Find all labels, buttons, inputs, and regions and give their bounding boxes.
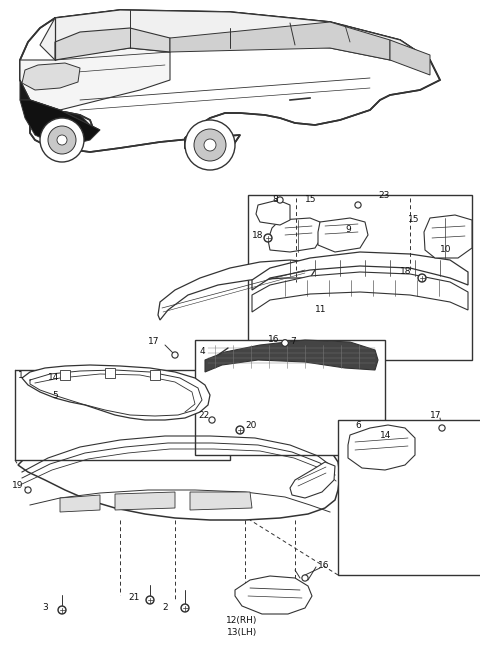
Text: 14: 14 (48, 372, 60, 382)
Polygon shape (390, 40, 430, 75)
Circle shape (303, 576, 307, 580)
Text: 4: 4 (200, 348, 205, 356)
Text: 17: 17 (148, 338, 159, 346)
Text: 16: 16 (318, 560, 329, 570)
Circle shape (265, 235, 271, 241)
Circle shape (418, 274, 426, 282)
Text: 7: 7 (290, 338, 296, 346)
Circle shape (210, 418, 214, 422)
Text: 12(RH): 12(RH) (226, 616, 258, 624)
Text: 8: 8 (272, 195, 278, 205)
Circle shape (173, 354, 177, 357)
Circle shape (181, 604, 189, 612)
Text: 16: 16 (268, 336, 279, 344)
Polygon shape (318, 218, 368, 252)
Polygon shape (424, 215, 472, 258)
Text: 18: 18 (400, 267, 411, 277)
Circle shape (439, 425, 445, 431)
Circle shape (204, 139, 216, 151)
Circle shape (283, 342, 287, 345)
Circle shape (282, 340, 288, 346)
Polygon shape (22, 365, 210, 420)
Text: 22: 22 (198, 410, 209, 420)
Polygon shape (105, 368, 115, 378)
Text: 1: 1 (18, 370, 24, 380)
Polygon shape (252, 252, 468, 290)
Circle shape (302, 575, 308, 581)
Circle shape (209, 417, 215, 423)
Circle shape (236, 426, 244, 434)
Polygon shape (55, 28, 170, 60)
Circle shape (277, 197, 283, 203)
Text: 15: 15 (408, 215, 420, 225)
Polygon shape (348, 425, 415, 470)
Text: 3: 3 (42, 604, 48, 612)
Polygon shape (20, 100, 100, 145)
Circle shape (26, 488, 30, 492)
Text: 11: 11 (315, 305, 326, 315)
Circle shape (264, 234, 272, 242)
Text: 5: 5 (52, 390, 58, 400)
Text: 17: 17 (430, 410, 442, 420)
Polygon shape (22, 63, 80, 90)
Text: 6: 6 (355, 420, 361, 430)
Polygon shape (235, 576, 312, 614)
Polygon shape (170, 22, 390, 60)
Text: 2: 2 (162, 604, 168, 612)
Circle shape (355, 202, 361, 208)
Circle shape (57, 135, 67, 145)
Circle shape (25, 487, 31, 493)
Polygon shape (268, 218, 320, 252)
Text: 20: 20 (245, 420, 256, 430)
Polygon shape (20, 80, 100, 130)
Circle shape (146, 596, 154, 604)
Bar (195, 340, 385, 455)
Circle shape (172, 352, 178, 358)
Text: 21: 21 (128, 594, 139, 602)
Circle shape (238, 428, 242, 432)
Circle shape (278, 198, 282, 202)
Polygon shape (205, 340, 378, 372)
Polygon shape (60, 370, 70, 380)
Polygon shape (252, 272, 468, 312)
Text: 14: 14 (380, 430, 391, 440)
Polygon shape (158, 260, 315, 320)
Text: 19: 19 (12, 480, 24, 490)
Text: 18: 18 (252, 231, 264, 239)
Polygon shape (18, 420, 340, 520)
Circle shape (194, 129, 226, 161)
Circle shape (58, 606, 66, 614)
Polygon shape (115, 492, 175, 510)
Circle shape (182, 606, 188, 610)
Circle shape (420, 275, 424, 281)
Text: 9: 9 (345, 225, 351, 235)
Text: 15: 15 (305, 195, 316, 205)
Polygon shape (60, 495, 100, 512)
Polygon shape (40, 10, 430, 60)
Circle shape (60, 608, 64, 612)
Polygon shape (290, 462, 335, 498)
Polygon shape (20, 48, 170, 110)
Text: 10: 10 (440, 245, 452, 255)
Circle shape (356, 203, 360, 207)
Text: 13(LH): 13(LH) (227, 628, 257, 636)
Polygon shape (256, 200, 290, 225)
Text: 23: 23 (378, 191, 389, 199)
Circle shape (185, 120, 235, 170)
Bar (15, 370, 230, 460)
Polygon shape (190, 492, 252, 510)
Circle shape (40, 118, 84, 162)
Polygon shape (20, 10, 440, 158)
Circle shape (48, 126, 76, 154)
Circle shape (147, 598, 153, 602)
Circle shape (440, 426, 444, 430)
Circle shape (283, 342, 287, 345)
Bar (338, 420, 480, 575)
Polygon shape (150, 370, 160, 380)
Bar (248, 195, 472, 360)
Circle shape (282, 340, 288, 346)
